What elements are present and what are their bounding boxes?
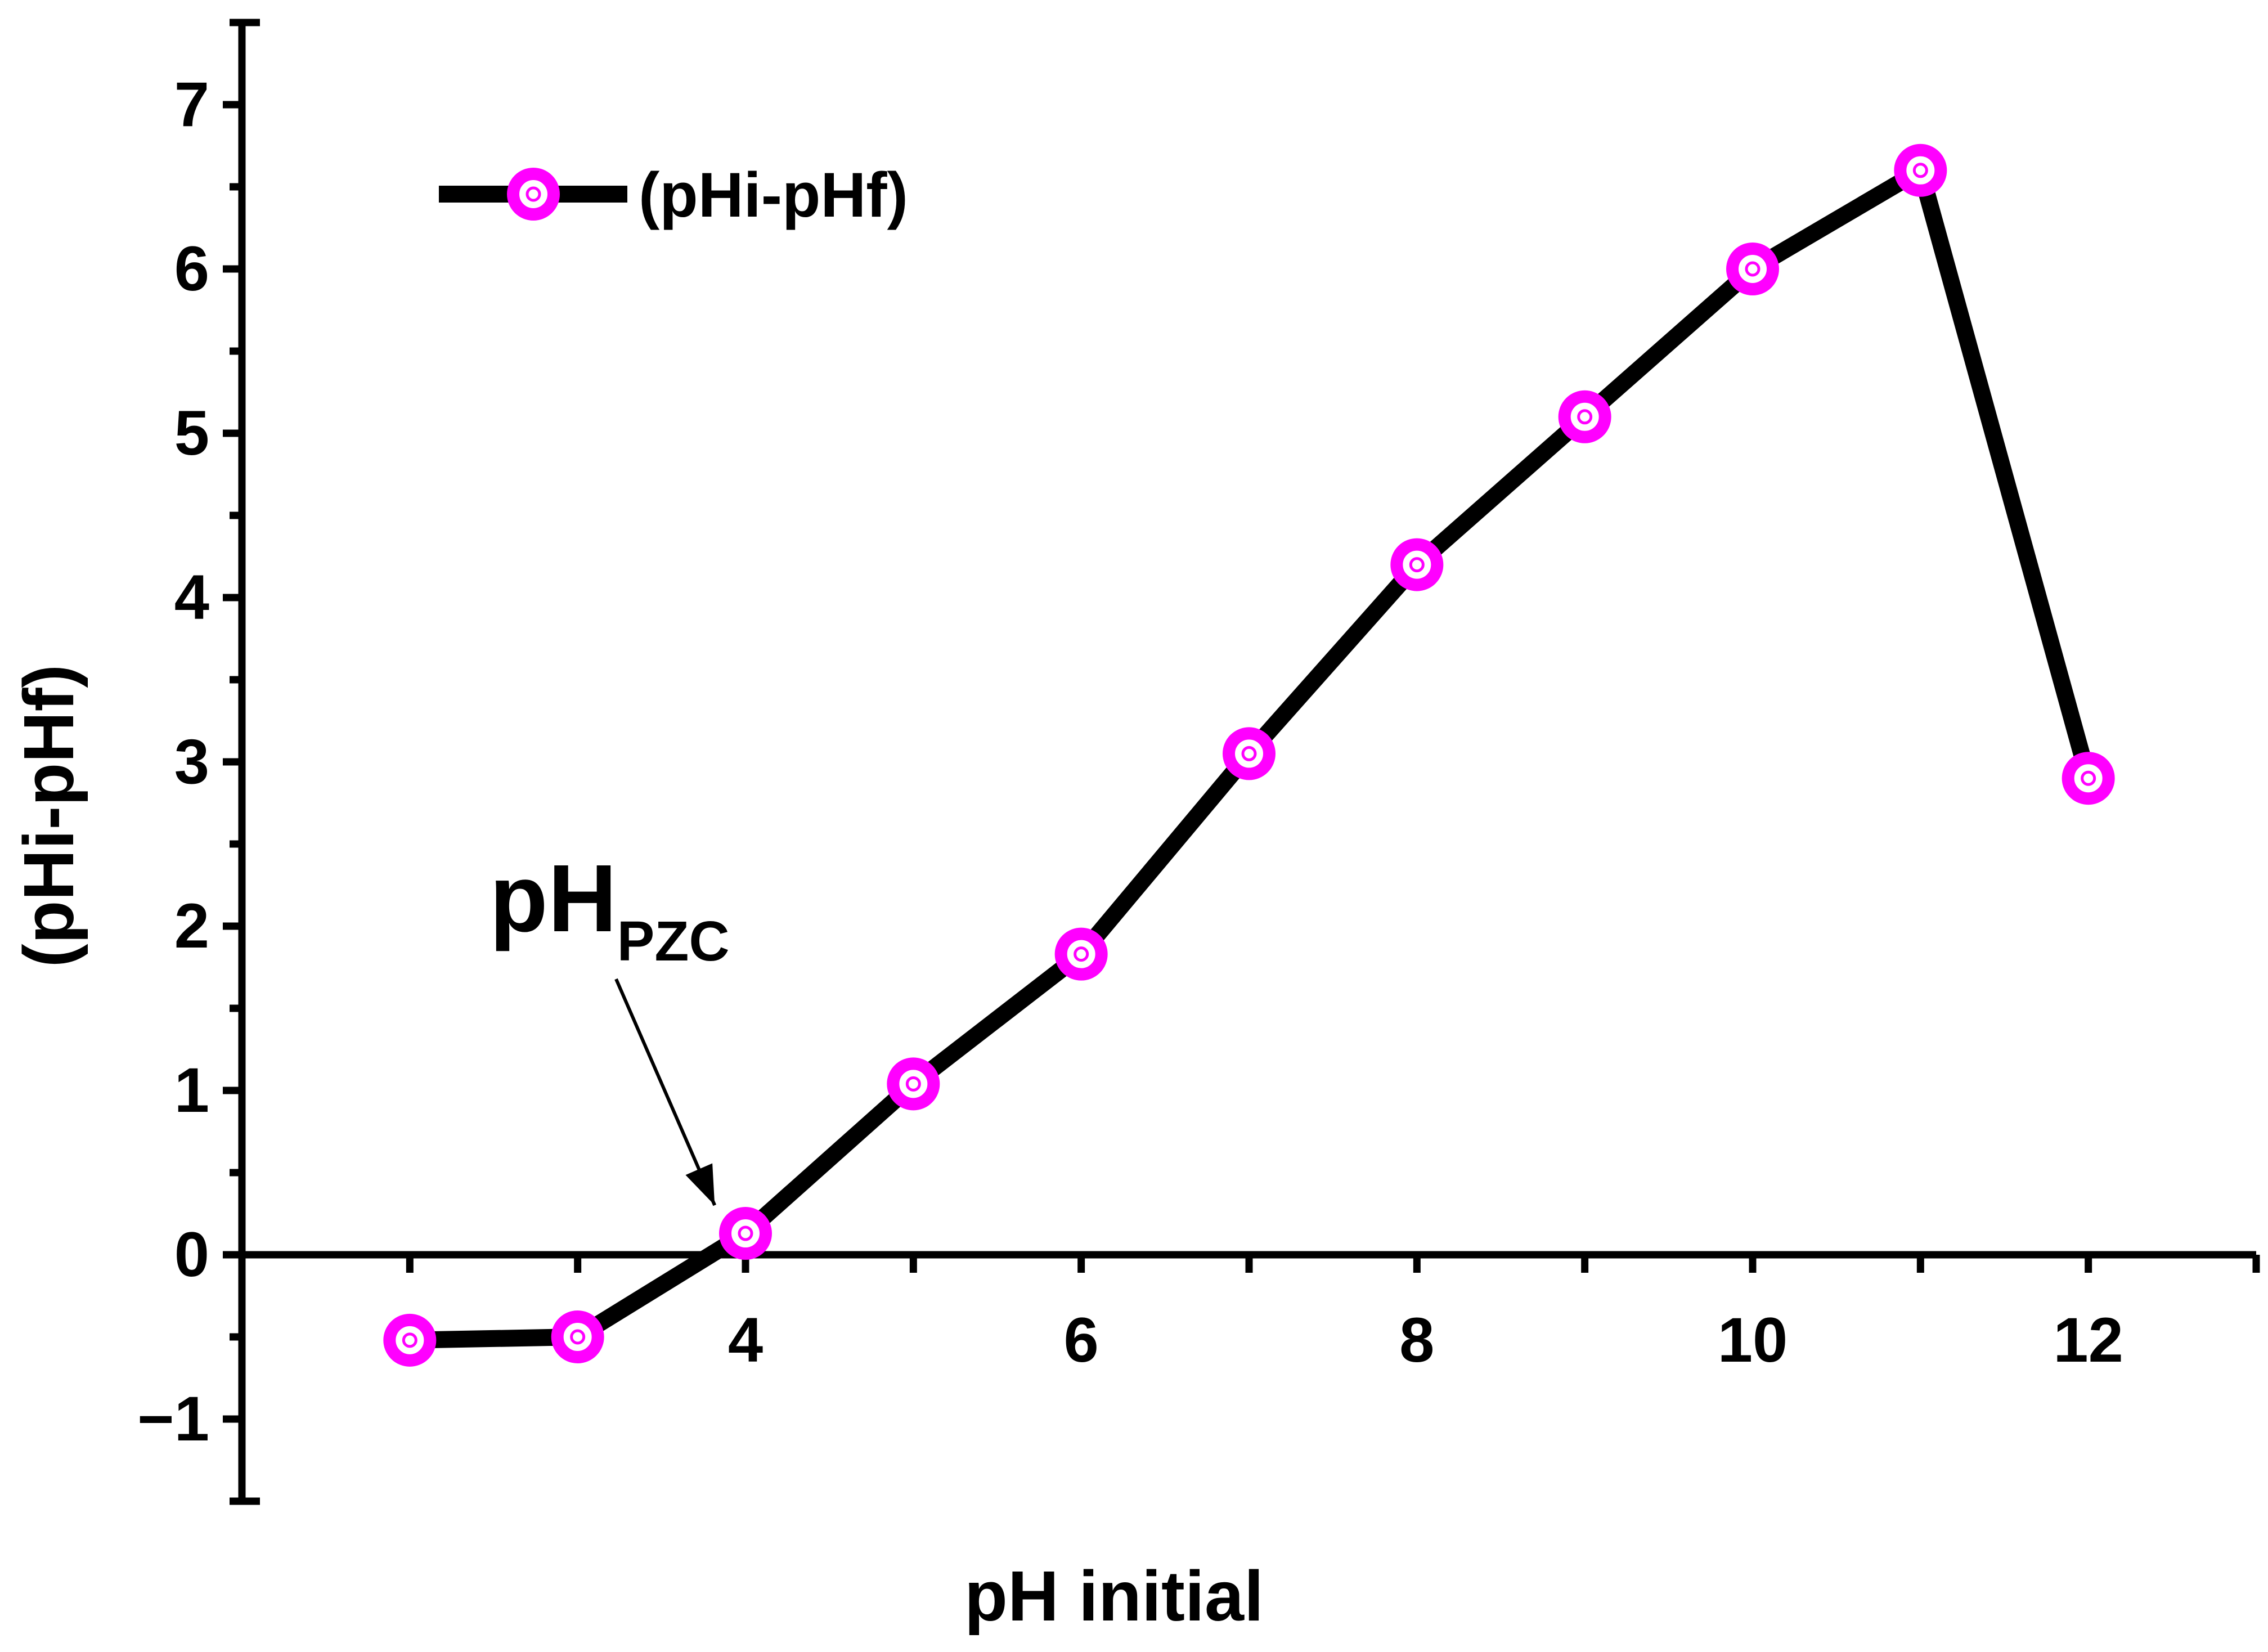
data-point-center — [738, 1225, 753, 1241]
legend-marker-swatch — [507, 168, 560, 221]
pzc-annotation-base: pH — [489, 845, 617, 952]
data-point-center — [402, 1332, 417, 1348]
data-point — [719, 1207, 772, 1260]
data-point-center — [1074, 946, 1089, 962]
y-axis-title: (pHi-pHf) — [9, 665, 88, 968]
annotation-layer: pHPZC — [489, 845, 730, 1206]
x-axis-title: pH initial — [964, 1556, 1264, 1636]
data-point — [383, 1313, 437, 1367]
data-point-marker — [551, 1310, 604, 1363]
data-point — [887, 1057, 940, 1111]
data-point-center — [1241, 746, 1257, 761]
pzc-annotation-subscript: PZC — [617, 910, 730, 973]
data-point-center — [905, 1076, 921, 1092]
y-tick-label: 7 — [174, 69, 209, 140]
data-point — [1390, 538, 1444, 591]
data-point-center — [1745, 261, 1760, 277]
data-point-marker — [1054, 927, 1108, 981]
y-tick-label: 4 — [174, 562, 209, 632]
data-point — [1223, 727, 1276, 780]
data-point-marker — [2062, 752, 2115, 805]
y-tick-label: 3 — [174, 726, 209, 797]
pzc-arrow-shaft — [614, 978, 717, 1206]
data-point-center — [1912, 163, 1928, 178]
y-tick-label: −1 — [137, 1384, 209, 1454]
data-point-center — [1577, 409, 1593, 425]
legend-label: (pHi-pHf) — [639, 160, 908, 230]
data-point — [1894, 143, 1947, 197]
x-tick-label: 6 — [1064, 1305, 1099, 1375]
data-point-marker — [719, 1207, 772, 1260]
x-tick-label: 4 — [728, 1305, 763, 1375]
data-point-marker — [383, 1313, 437, 1367]
y-tick-label: 0 — [174, 1219, 209, 1290]
pzc-annotation-label: pHPZC — [489, 845, 730, 973]
data-point-marker — [1390, 538, 1444, 591]
data-point-center — [2081, 770, 2096, 786]
pzc-arrow-head — [685, 1163, 715, 1205]
data-point-marker — [1223, 727, 1276, 780]
data-point-marker — [1558, 390, 1611, 443]
data-point — [1054, 927, 1108, 981]
data-point-marker — [1726, 243, 1779, 295]
legend: (pHi-pHf) — [439, 160, 908, 230]
data-point-center — [1409, 557, 1425, 573]
x-tick-label: 12 — [2053, 1305, 2123, 1375]
y-tick-label: 5 — [174, 398, 209, 468]
y-tick-label: 2 — [174, 891, 209, 961]
axis-ticks — [223, 19, 2260, 1505]
data-point — [1558, 390, 1611, 443]
y-tick-label: 6 — [174, 234, 209, 304]
data-point-center — [570, 1329, 586, 1345]
data-point-marker — [887, 1057, 940, 1111]
marker-layer — [383, 143, 2115, 1367]
x-tick-label: 8 — [1399, 1305, 1434, 1375]
legend-marker-center — [526, 186, 541, 202]
data-point — [1726, 243, 1779, 295]
data-point-marker — [1894, 143, 1947, 197]
data-point — [551, 1310, 604, 1363]
data-point — [2062, 752, 2115, 805]
x-tick-label: 10 — [1718, 1305, 1788, 1375]
y-tick-label: 1 — [174, 1055, 209, 1125]
